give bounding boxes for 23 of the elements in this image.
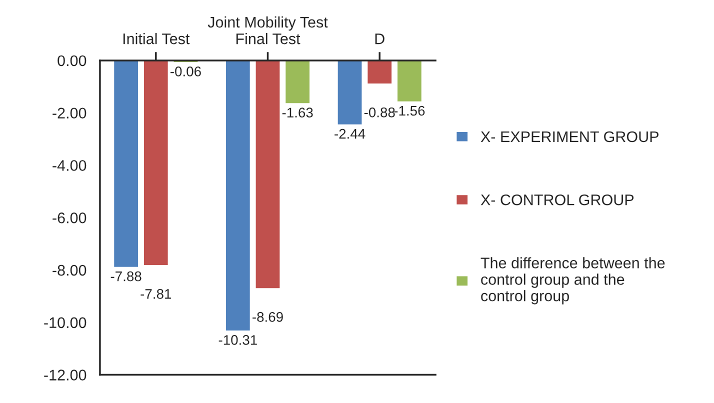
data-label: -1.63 [282,108,313,118]
y-tick-label: -12.00 [44,370,86,380]
legend-label: The difference between the control group and the control group [480,257,665,304]
data-label: -7.81 [140,289,172,299]
x-axis-title: Joint Mobility Test [208,16,328,31]
y-tick-label: -8.00 [52,264,86,276]
data-label: -0.88 [364,107,395,118]
y-tick-label: -4.00 [52,160,86,171]
data-label: -1.56 [394,106,425,116]
data-label: -7.88 [110,271,142,282]
x-tick-label: Final Test [236,33,300,44]
y-tick-label: -2.00 [52,108,86,119]
y-tick-label: -6.00 [52,212,86,224]
legend-label: X- CONTROL GROUP [480,194,634,206]
data-label: -2.44 [334,128,366,139]
data-label: -0.06 [170,66,201,76]
x-tick-label: D [375,34,384,44]
legend-label: X- EXPERIMENT GROUP [480,131,658,142]
data-label: -10.31 [218,335,257,345]
y-tick-label: -10.00 [44,317,86,328]
x-tick-label: Initial Test [123,33,190,44]
data-label: -8.69 [252,312,283,322]
y-tick-label: 0.00 [58,55,86,66]
